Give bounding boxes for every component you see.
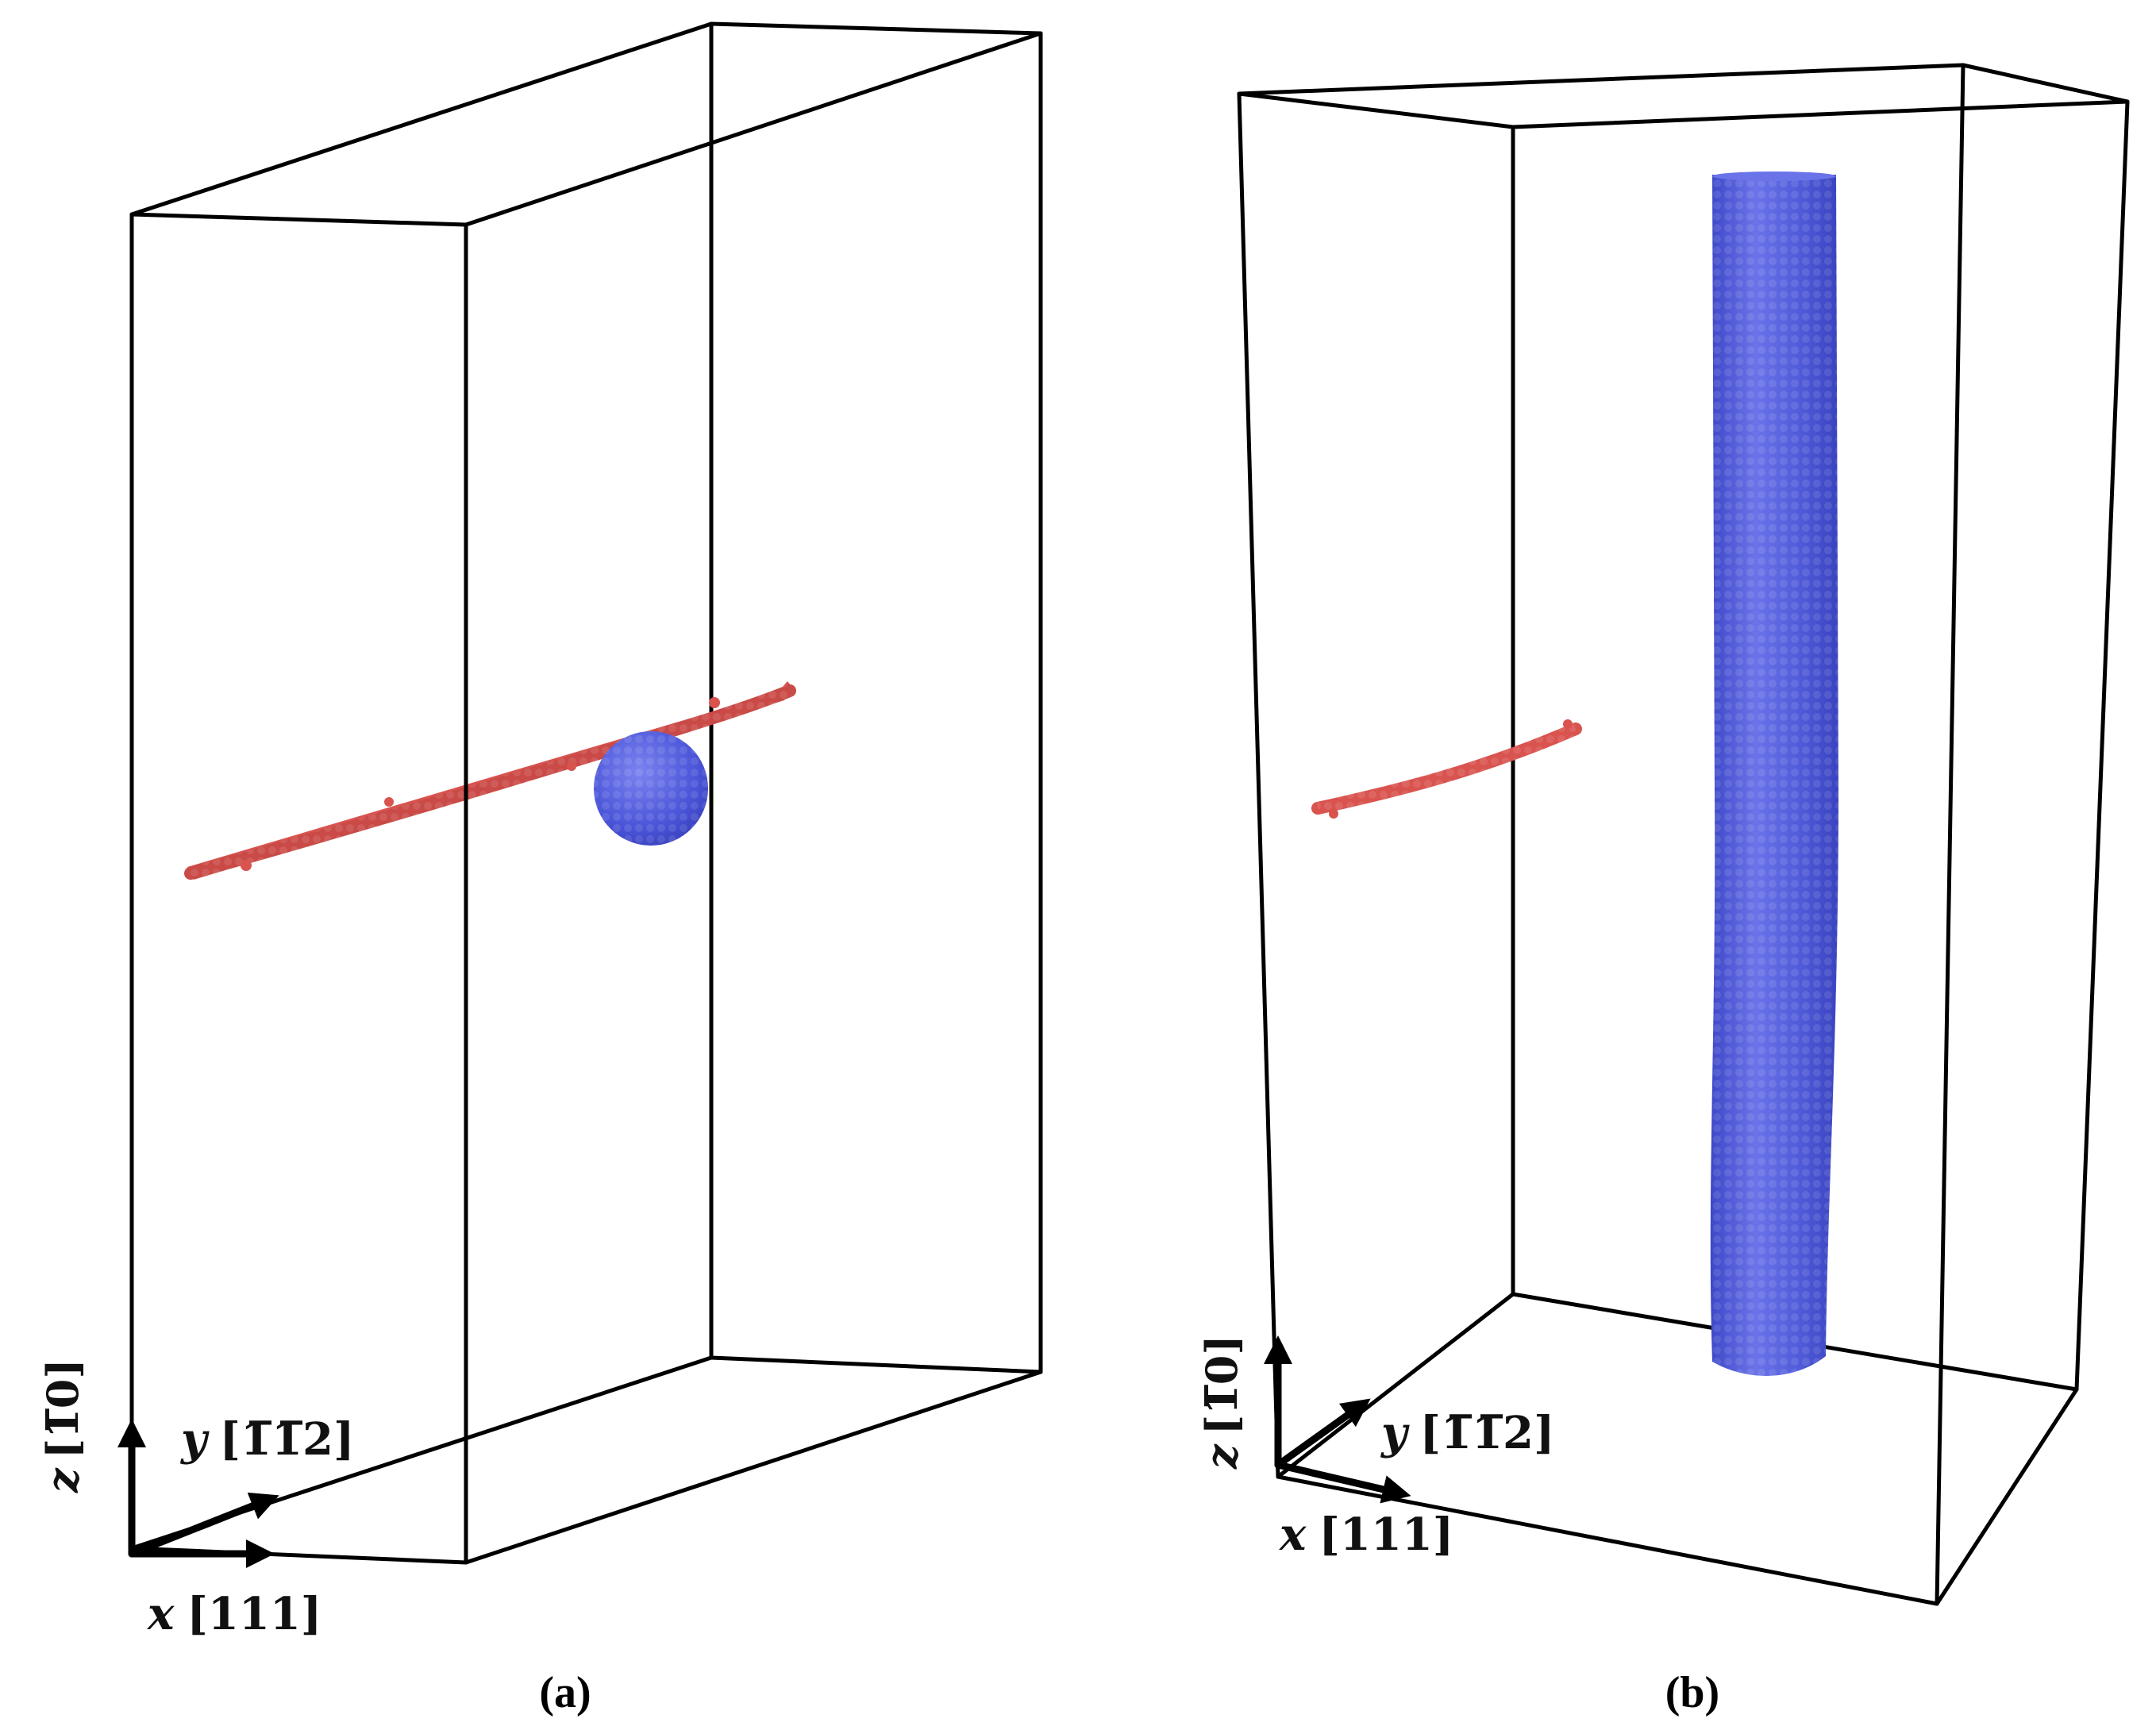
panel-b-x-axis-arrow [1274,1461,1411,1504]
panel-a-blue-precipitate [594,731,708,846]
panel-a-simulation-box [129,21,1043,1551]
panel-b-axes-triad: z[1̅0] y [1̅1̅2] x [111] [1196,1335,1554,1561]
panel-a-y-axis-arrow [128,1492,279,1558]
panel-a-red-dislocation [184,681,796,880]
panel-b-simulation-box-front [1237,63,2130,1606]
panel-a-x-axis-label: x [111] [147,1588,321,1640]
panel-b-simulation-box [1237,91,2130,1479]
panel-b-y-axis-arrow [1274,1398,1371,1469]
panel-a-simulation-box-front [129,31,1043,1565]
panel-a-caption: (a) [539,1668,591,1717]
panel-b: z[1̅0] y [1̅1̅2] x [111] (b) [1196,63,2130,1717]
panel-b-blue-precipitate [1710,171,1838,1376]
panel-b-x-axis-label: x [111] [1279,1509,1453,1561]
panel-a-z-axis-label: z[1̅0] [37,1358,88,1493]
panel-a: z[1̅0] y [1̅1̅2] x [111] (a) [37,21,1043,1717]
panel-b-z-axis-label: z[1̅0] [1196,1335,1247,1470]
panel-a-axes-triad: z[1̅0] y [1̅1̅2] x [111] [37,1358,354,1640]
panel-b-y-axis-label: y [1̅1̅2] [1380,1407,1554,1459]
panel-b-red-dislocation [1311,719,1582,819]
panel-a-y-axis-label: y [1̅1̅2] [179,1413,354,1466]
panel-b-caption: (b) [1665,1668,1719,1717]
